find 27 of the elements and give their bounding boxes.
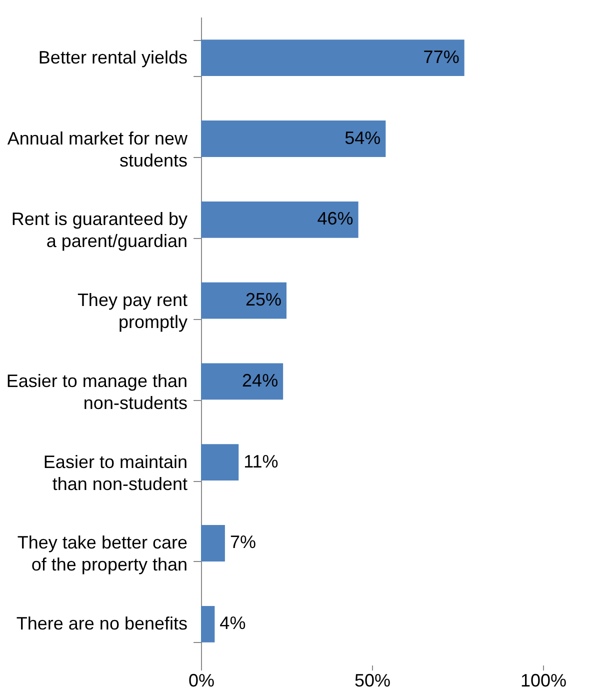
bar [201, 525, 225, 562]
bar [201, 282, 286, 319]
y-tick-label: Annual market for new students [7, 128, 188, 170]
data-label: 24% [242, 370, 278, 390]
bar [201, 363, 284, 400]
data-label: 46% [317, 208, 354, 229]
bar [201, 120, 386, 157]
y-tick-label: Easier to maintain than non-student [43, 452, 188, 494]
y-tick-label: Better rental yields [38, 47, 188, 68]
y-tick-label: They take better care of the property than [17, 532, 188, 575]
x-tick-label: 50% [354, 670, 391, 690]
bar [201, 606, 215, 642]
data-label: 11% [244, 451, 278, 472]
bar [201, 201, 358, 238]
data-label: 54% [344, 128, 381, 148]
data-label: 7% [230, 532, 256, 552]
data-label: 4% [220, 613, 246, 634]
bar [201, 444, 239, 481]
data-label: 77% [423, 46, 460, 67]
y-tick-label: Easier to manage than non-students [6, 370, 188, 413]
bar [201, 40, 464, 76]
data-label: 25% [245, 290, 282, 310]
y-tick-label: They pay rent promptly [77, 290, 188, 332]
x-tick-label: 100% [520, 670, 567, 690]
y-tick-label: Rent is guaranteed by a parent/guardian [11, 209, 188, 252]
x-tick-label: 0% [188, 670, 215, 690]
y-tick-label: There are no benefits [16, 614, 188, 634]
